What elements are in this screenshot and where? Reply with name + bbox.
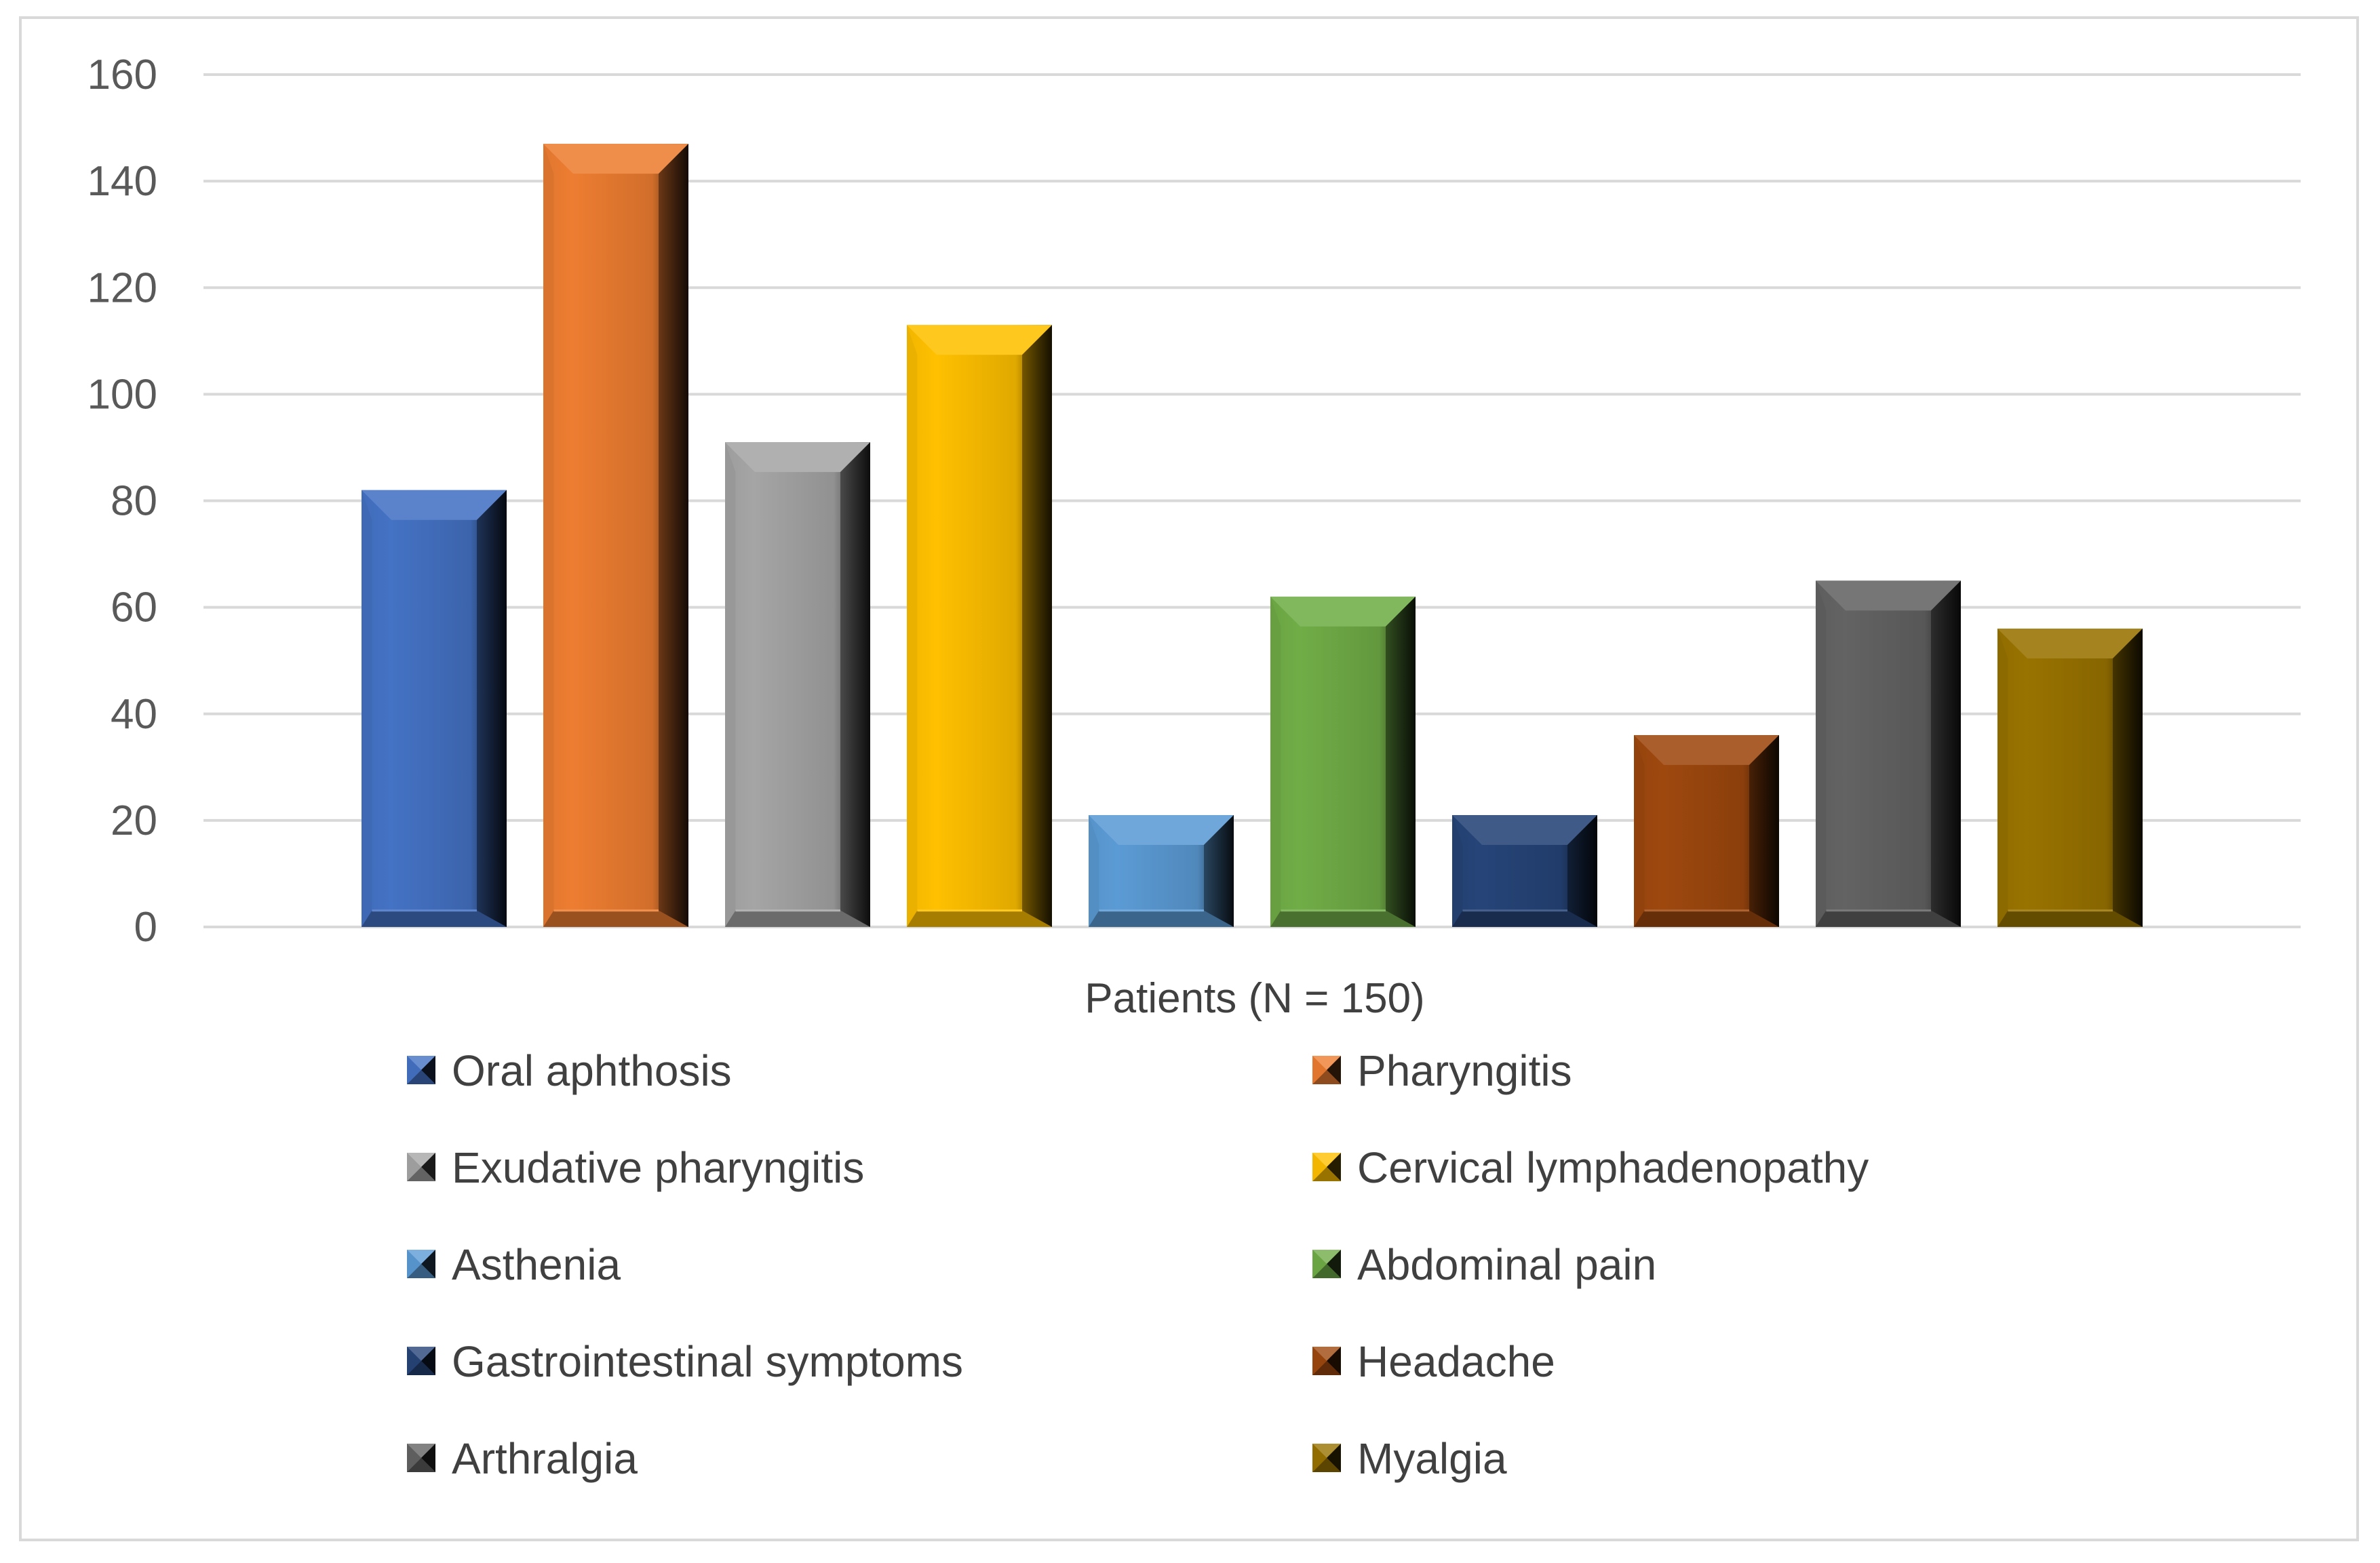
bar-bevel-top [362, 490, 507, 520]
legend-label-myalgia: Myalgia [1357, 1434, 1507, 1483]
bar-arthralgia [1816, 580, 1961, 927]
legend-item-oral-aphthosis: Oral aphthosis [407, 1046, 732, 1095]
legend-item-exudative-pharyngitis: Exudative pharyngitis [407, 1143, 864, 1192]
legend-label-abdominal-pain: Abdominal pain [1357, 1240, 1656, 1289]
bar-asthenia [1089, 815, 1234, 927]
bar-bevel-left [362, 490, 372, 927]
bar-bevel-top [1634, 735, 1779, 766]
bar-bevel-right [477, 490, 507, 927]
bar-bevel-top [1270, 596, 1416, 627]
legend-item-arthralgia: Arthralgia [407, 1434, 638, 1483]
bar-bevel-top [1452, 815, 1597, 846]
bar-abdominal-pain [1270, 596, 1416, 927]
y-tick-label-120: 120 [87, 264, 157, 311]
bar-bevel-bottom [907, 910, 1052, 927]
bar-bevel-bottom [1997, 910, 2143, 927]
bar-bevel-left [543, 144, 554, 928]
bar-bevel-left [1634, 735, 1645, 927]
y-tick-label-80: 80 [111, 478, 157, 525]
legend-label-oral-aphthosis: Oral aphthosis [452, 1046, 732, 1095]
bar-bevel-left [907, 325, 918, 927]
bar-headache [1634, 735, 1779, 927]
bar-bevel-bottom [1634, 910, 1779, 927]
legend-label-arthralgia: Arthralgia [452, 1434, 638, 1483]
legend-label-headache: Headache [1357, 1337, 1555, 1386]
bar-bevel-bottom [725, 910, 870, 927]
bar-bevel-top [1816, 580, 1961, 611]
bar-bevel-right [1022, 325, 1052, 927]
bar-bevel-top [725, 442, 870, 473]
x-axis-label: Patients (N = 150) [1085, 975, 1424, 1022]
bar-bevel-bottom [1270, 910, 1416, 927]
legend-label-cervical-lymphadenopathy: Cervical lymphadenopathy [1357, 1143, 1869, 1192]
bar-bevel-bottom [1816, 910, 1961, 927]
bar-bevel-right [659, 144, 688, 928]
bar-bevel-top [1089, 815, 1234, 846]
y-tick-label-140: 140 [87, 158, 157, 205]
legend-item-abdominal-pain: Abdominal pain [1312, 1240, 1656, 1289]
y-tick-label-160: 160 [87, 52, 157, 98]
y-tick-label-0: 0 [134, 904, 157, 951]
y-tick-label-60: 60 [111, 585, 157, 631]
bar-bevel-left [1816, 580, 1827, 927]
bar-bevel-right [1386, 596, 1416, 927]
legend: Oral aphthosis Pharyngitis Exudative phary… [407, 1046, 1869, 1483]
legend-item-asthenia: Asthenia [407, 1240, 621, 1289]
y-tick-label-100: 100 [87, 371, 157, 418]
bar-bevel-right [1567, 815, 1597, 927]
bar-bevel-right [1749, 735, 1779, 927]
bar-bevel-top [543, 144, 688, 174]
bar-bevel-right [1931, 580, 1961, 927]
bar-bevel-left [725, 442, 736, 927]
bar-bevel-right [2113, 629, 2143, 927]
bar-bevel-right [840, 442, 870, 927]
bar-bevel-top [1997, 629, 2143, 659]
legend-label-exudative-pharyngitis: Exudative pharyngitis [452, 1143, 864, 1192]
bars [362, 144, 2143, 928]
bar-bevel-bottom [362, 910, 507, 927]
bar-cervical-lymphadenopathy [907, 325, 1052, 927]
bar-bevel-right [1204, 815, 1234, 927]
legend-item-pharyngitis: Pharyngitis [1312, 1046, 1572, 1095]
legend-item-cervical-lymphadenopathy: Cervical lymphadenopathy [1312, 1143, 1869, 1192]
y-tick-label-40: 40 [111, 691, 157, 738]
bar-gastrointestinal-symptoms [1452, 815, 1597, 927]
bar-bevel-bottom [543, 910, 688, 927]
bar-bevel-left [1997, 629, 2008, 927]
bar-bevel-left [1270, 596, 1281, 927]
bar-oral-aphthosis [362, 490, 507, 927]
legend-label-pharyngitis: Pharyngitis [1357, 1046, 1572, 1095]
legend-label-gastrointestinal-symptoms: Gastrointestinal symptoms [452, 1337, 963, 1386]
y-axis-ticks: 0 20 40 60 80 100 120 140 160 [87, 52, 157, 951]
bar-bevel-top [907, 325, 1052, 355]
legend-item-headache: Headache [1312, 1337, 1555, 1386]
bar-bevel-left [1452, 815, 1463, 927]
bar-bevel-bottom [1089, 910, 1234, 927]
bar-bevel-left [1089, 815, 1099, 927]
bar-exudative-pharyngitis [725, 442, 870, 927]
legend-item-myalgia: Myalgia [1312, 1434, 1507, 1483]
y-tick-label-20: 20 [111, 797, 157, 844]
bar-bevel-bottom [1452, 910, 1597, 927]
bar-pharyngitis [543, 144, 688, 928]
legend-item-gastrointestinal-symptoms: Gastrointestinal symptoms [407, 1337, 963, 1386]
bar-myalgia [1997, 629, 2143, 927]
legend-label-asthenia: Asthenia [452, 1240, 621, 1289]
